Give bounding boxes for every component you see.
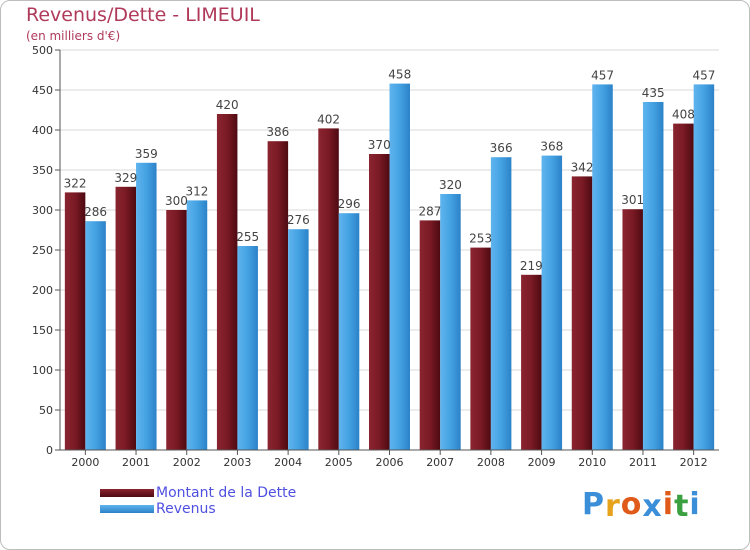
y-tick-label: 0 (46, 444, 53, 457)
data-label-dette-2007: 287 (418, 204, 441, 218)
y-tick-label: 50 (39, 404, 53, 417)
data-label-dette-2004: 386 (266, 125, 289, 139)
chart-title: Revenus/Dette - LIMEUIL (26, 4, 260, 26)
data-label-dette-2012: 408 (672, 108, 695, 122)
x-tick-label: 2008 (477, 456, 505, 469)
bar-revenus-2008 (490, 157, 512, 450)
bar-dette-2008 (470, 247, 491, 450)
y-tick-label: 400 (32, 124, 53, 137)
bar-dette-2005 (318, 128, 339, 450)
proxiti-logo: Proxiti (582, 487, 701, 524)
data-label-dette-2006: 370 (368, 138, 391, 152)
data-label-revenus-2003: 255 (236, 230, 259, 244)
data-label-dette-2002: 300 (165, 194, 188, 208)
bar-dette-2009 (521, 274, 542, 450)
bar-dette-2006 (369, 154, 390, 450)
bar-dette-2003 (216, 114, 238, 450)
y-tick-label: 200 (32, 284, 53, 297)
data-label-revenus-2011: 435 (642, 86, 665, 100)
data-label-dette-2009: 219 (520, 259, 543, 273)
y-tick-label: 300 (32, 204, 53, 217)
data-label-revenus-2008: 366 (490, 141, 513, 155)
x-tick-label: 2002 (173, 456, 201, 469)
data-label-dette-2003: 420 (216, 98, 239, 112)
logo-letter: i (689, 487, 701, 522)
bar-dette-2001 (115, 186, 137, 451)
data-label-revenus-2010: 457 (591, 68, 614, 82)
bar-revenus-2012 (693, 84, 715, 451)
bar-revenus-2006 (389, 83, 410, 450)
data-label-revenus-2000: 286 (84, 205, 107, 219)
data-label-revenus-2005: 296 (338, 197, 361, 211)
x-tick-label: 2012 (680, 456, 708, 469)
y-tick-label: 100 (32, 364, 53, 377)
logo-letter: P (582, 487, 605, 522)
bar-dette-2000 (64, 192, 86, 450)
y-tick-label: 250 (32, 244, 53, 257)
bar-revenus-2000 (85, 221, 106, 450)
data-label-revenus-2012: 457 (692, 68, 715, 82)
data-label-dette-2010: 342 (571, 160, 594, 174)
x-tick-label: 2007 (426, 456, 454, 469)
chart-subtitle: (en milliers d'€) (26, 29, 121, 43)
bar-dette-2010 (571, 176, 593, 450)
bar-dette-2007 (419, 220, 441, 450)
data-label-revenus-2001: 359 (135, 147, 158, 161)
bar-dette-2002 (166, 210, 187, 450)
bar-chart: 3222863293593003124202553862764022963704… (32, 44, 719, 469)
y-tick-label: 150 (32, 324, 53, 337)
y-tick-label: 350 (32, 164, 53, 177)
x-tick-label: 2005 (325, 456, 353, 469)
axis-layer: 0 50 100 150 200 250 300 350 400 450 500 2000 2001 20… (32, 44, 719, 469)
bar-revenus-2005 (338, 213, 360, 450)
data-label-dette-2008: 253 (469, 232, 492, 246)
logo-letter: r (605, 489, 621, 524)
bar-revenus-2009 (541, 155, 563, 450)
legend-label-dette: Montant de la Dette (156, 485, 297, 501)
bar-revenus-2007 (440, 194, 461, 450)
data-label-revenus-2002: 312 (186, 184, 209, 198)
data-label-revenus-2009: 368 (540, 140, 563, 154)
data-label-dette-2005: 402 (317, 112, 340, 126)
x-tick-label: 2001 (122, 456, 150, 469)
data-label-revenus-2007: 320 (439, 178, 462, 192)
x-tick-label: 2010 (578, 456, 606, 469)
x-tick-label: 2006 (376, 456, 404, 469)
bar-revenus-2002 (186, 200, 208, 450)
data-label-revenus-2004: 276 (287, 213, 310, 227)
logo-letter: i (662, 487, 675, 522)
data-label-dette-2000: 322 (64, 176, 87, 190)
bar-revenus-2010 (592, 84, 613, 451)
bar-dette-2004 (267, 141, 289, 450)
logo-letter: o (620, 487, 643, 522)
bar-revenus-2003 (237, 246, 258, 450)
bars-layer (64, 83, 715, 451)
x-tick-label: 2009 (528, 456, 556, 469)
logo-letter: x (642, 489, 663, 524)
x-tick-label: 2011 (629, 456, 657, 469)
data-label-revenus-2006: 458 (388, 68, 411, 82)
bar-revenus-2011 (642, 102, 664, 450)
data-label-dette-2011: 301 (621, 193, 644, 207)
legend-label-revenus: Revenus (156, 501, 216, 517)
bar-dette-2012 (673, 123, 694, 450)
y-tick-label: 500 (32, 44, 53, 57)
data-label-dette-2001: 329 (114, 171, 137, 185)
bar-revenus-2004 (288, 229, 309, 450)
bar-revenus-2001 (136, 162, 157, 451)
x-tick-label: 2004 (274, 456, 302, 469)
y-tick-label: 450 (32, 84, 53, 97)
legend-swatch-dette (100, 489, 154, 497)
bar-dette-2011 (622, 209, 643, 450)
x-tick-label: 2003 (223, 456, 251, 469)
logo-letter: t (674, 489, 690, 524)
legend-swatch-revenus (100, 505, 154, 513)
x-tick-label: 2000 (71, 456, 99, 469)
